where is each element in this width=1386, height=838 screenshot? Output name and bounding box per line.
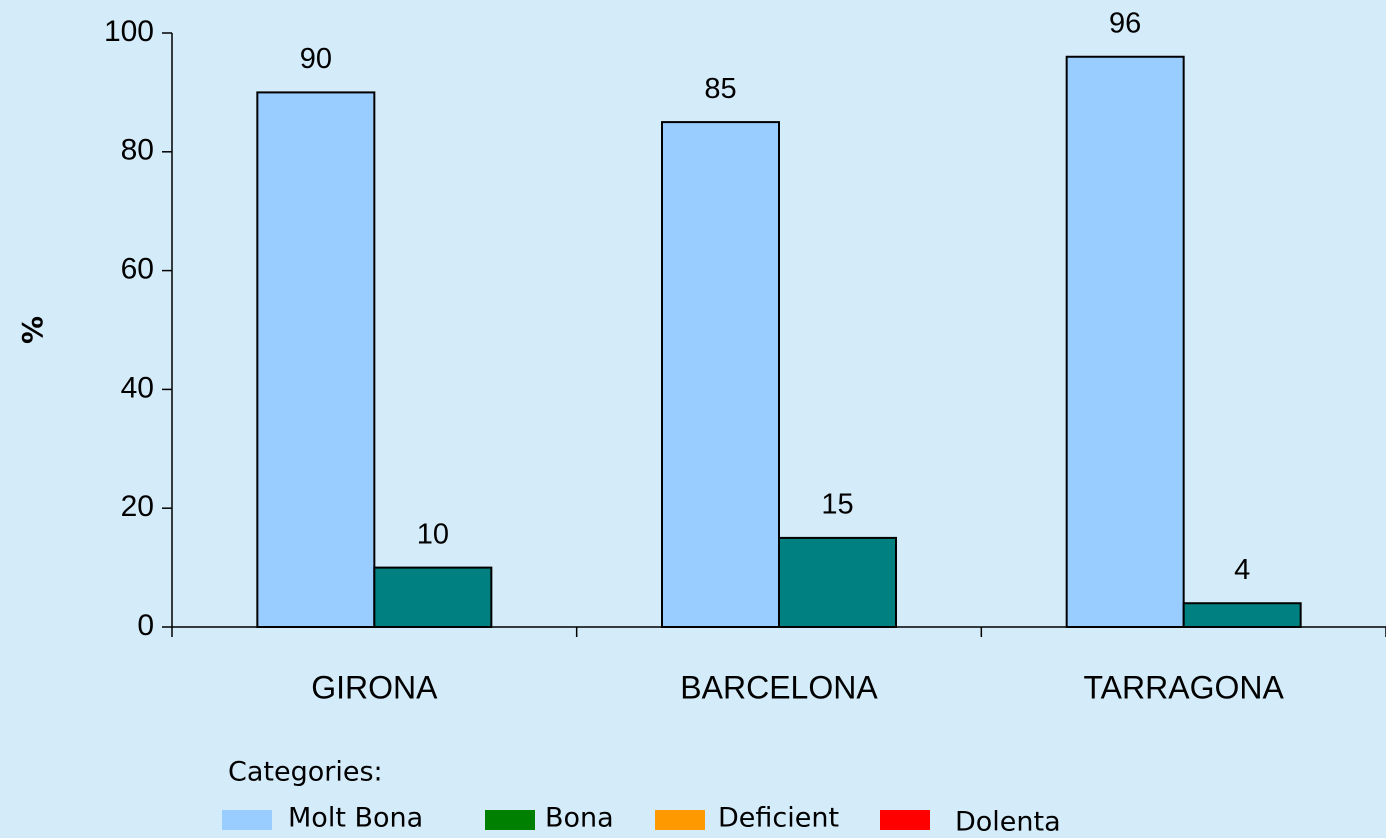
bar — [661, 121, 780, 628]
y-axis-label: % — [16, 316, 49, 344]
data-label: 90 — [300, 43, 332, 75]
legend-label: Dolenta — [955, 807, 1061, 838]
legend-swatch — [222, 810, 272, 830]
legend-label: Bona — [545, 803, 614, 834]
bar — [256, 91, 376, 628]
bar — [373, 566, 493, 628]
legend-label: Molt Bona — [288, 803, 423, 834]
legend-title: Categories: — [228, 757, 383, 788]
data-label: 85 — [704, 73, 736, 105]
y-tick-label: 100 — [104, 15, 154, 48]
legend-swatch — [880, 810, 930, 830]
y-tick-label: 40 — [121, 371, 154, 404]
bar — [778, 536, 897, 629]
legend-swatch — [655, 810, 705, 830]
y-tick-label: 80 — [121, 134, 154, 167]
bar — [1065, 55, 1185, 628]
y-tick-label: 20 — [121, 490, 154, 523]
bar — [1182, 602, 1302, 628]
data-label: 15 — [821, 489, 853, 521]
legend-label: Deficient — [718, 803, 839, 834]
x-tick-label: TARRAGONA — [1084, 669, 1285, 705]
data-label: 4 — [1234, 554, 1250, 586]
data-label: 10 — [417, 518, 449, 550]
data-label: 96 — [1109, 7, 1141, 39]
x-tick-label: GIRONA — [311, 669, 438, 705]
y-tick-label: 60 — [121, 253, 154, 286]
x-tick-label: BARCELONA — [680, 669, 878, 705]
y-tick-label: 0 — [137, 609, 154, 642]
legend-swatch — [485, 810, 535, 830]
